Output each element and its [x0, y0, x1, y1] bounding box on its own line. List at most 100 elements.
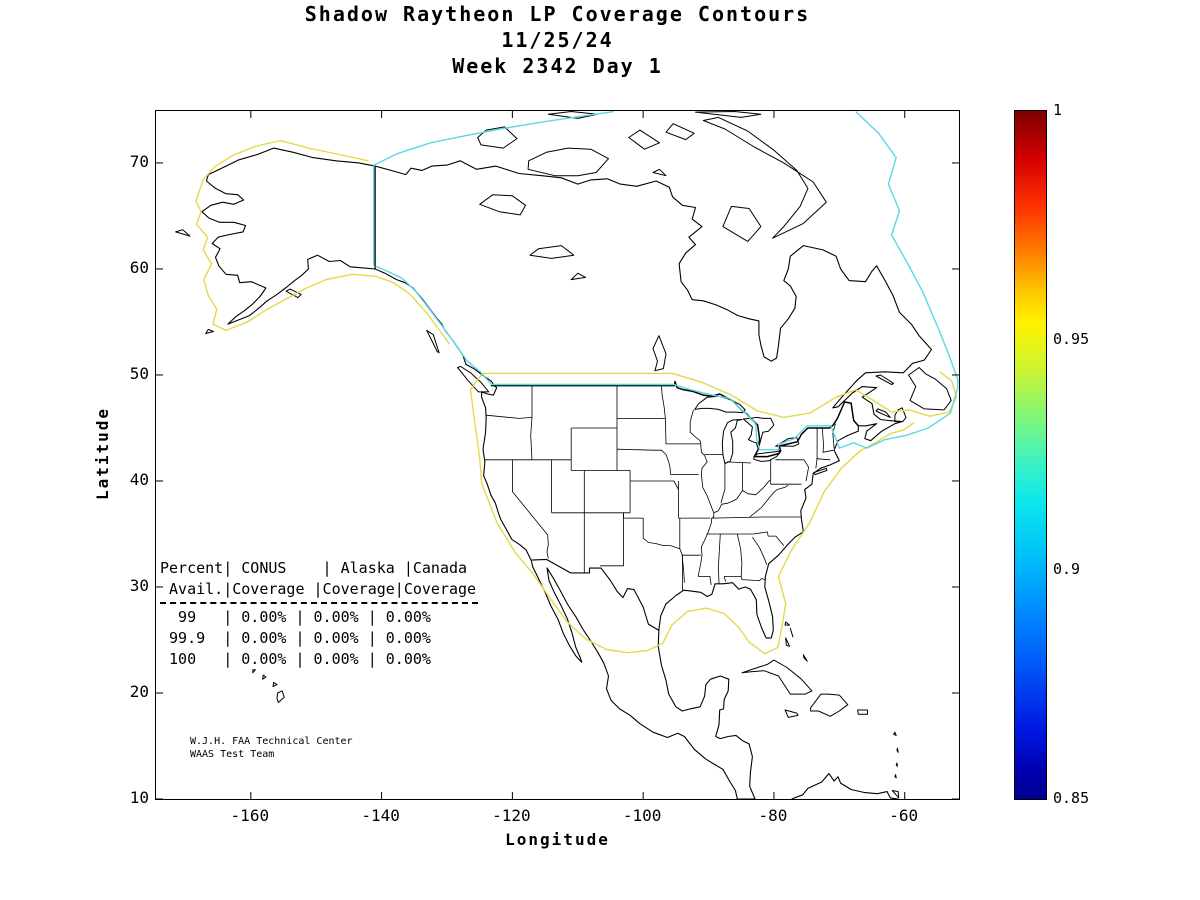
state-boundary	[713, 479, 771, 514]
state-boundary	[712, 516, 802, 519]
title-line-2: 11/25/24	[501, 28, 614, 52]
island-puerto-rico	[857, 709, 868, 715]
lake-winnipeg	[652, 335, 667, 372]
state-boundary	[720, 461, 726, 504]
island-hawaii	[262, 674, 267, 680]
state-boundary	[815, 428, 818, 469]
credit-line-1: W.J.H. FAA Technical Center	[190, 736, 353, 747]
colorbar-tick-label: 0.9	[1053, 559, 1081, 578]
lake-athabasca	[570, 272, 587, 281]
state-boundary	[698, 576, 712, 585]
state-boundary	[661, 385, 666, 419]
lake-great-bear	[479, 194, 526, 216]
credit-text: W.J.H. FAA Technical Center WAAS Test Te…	[190, 735, 353, 761]
island-king-william	[652, 168, 667, 177]
border-us-canada	[490, 380, 859, 458]
island-bahamas	[784, 621, 791, 626]
y-tick-label: 40	[129, 469, 149, 489]
state-boundary	[752, 536, 768, 565]
state-boundary	[724, 576, 765, 581]
coverage-table: Percent| CONUS | Alaska |Canada Avail.|C…	[160, 558, 478, 670]
x-tick-label: -160	[230, 806, 270, 825]
lp-contour-level-0.9	[373, 111, 614, 266]
island-cuba	[741, 659, 813, 695]
island-newfoundland	[908, 367, 952, 411]
state-boundary	[616, 448, 671, 475]
island-aleutian	[205, 328, 214, 335]
state-boundary	[600, 512, 624, 567]
colorbar-tick-label: 0.85	[1053, 789, 1090, 807]
island-hawaii	[276, 690, 285, 703]
x-tick-label: -80	[758, 806, 788, 825]
coastline-north-america	[201, 147, 933, 799]
state-boundary	[821, 427, 834, 453]
map-plot-area: Percent| CONUS | Alaska |Canada Avail.|C…	[155, 110, 960, 800]
island-prince-edward	[875, 408, 891, 418]
x-tick-label: -60	[889, 806, 919, 825]
lp-contour-level-0.9	[375, 111, 959, 451]
state-boundary	[665, 418, 667, 444]
lake-erie	[753, 450, 782, 462]
island-banks	[477, 126, 518, 149]
x-tick-label: -140	[361, 806, 400, 825]
island-antilles	[896, 747, 899, 753]
lp-contour-level-0.95	[195, 140, 451, 345]
lp-contour-level-0.95	[469, 372, 915, 655]
island-antilles	[895, 762, 898, 767]
state-boundary	[512, 459, 549, 559]
island-hawaii	[252, 669, 256, 674]
y-tick-label: 30	[129, 575, 149, 595]
y-tick-label: 50	[129, 363, 149, 383]
island-vancouver	[457, 366, 490, 393]
state-boundary	[726, 461, 752, 464]
table-row: 99 | 0.00% | 0.00% | 0.00%	[160, 608, 431, 626]
island-jamaica	[784, 709, 799, 718]
x-axis-label: Longitude	[505, 830, 610, 849]
island-devon	[695, 111, 762, 118]
state-boundary	[486, 414, 533, 419]
state-boundary	[623, 517, 680, 550]
lake-huron	[742, 416, 775, 450]
border-us-mexico	[531, 558, 660, 631]
table-divider	[160, 602, 478, 604]
island-hawaii	[272, 681, 278, 688]
island-prince-of-wales	[628, 129, 660, 150]
island-hispaniola	[810, 693, 849, 717]
state-boundary	[530, 417, 533, 460]
state-boundary	[736, 533, 743, 577]
coverage-table-header-1: Percent| CONUS | Alaska |Canada	[160, 559, 468, 577]
state-boundary	[753, 531, 785, 546]
island-antilles	[894, 774, 897, 779]
table-row: 99.9 | 0.00% | 0.00% | 0.00%	[160, 629, 431, 647]
credit-line-2: WAAS Test Team	[190, 749, 275, 760]
colorbar-tick-label: 0.95	[1053, 330, 1090, 349]
north-america-map	[156, 111, 959, 799]
x-tick-label: -120	[492, 806, 531, 825]
island-cape-breton	[894, 407, 907, 423]
lake-great-slave	[529, 245, 575, 259]
state-boundary	[832, 423, 836, 449]
island-trinidad	[891, 790, 900, 799]
title-line-3: Week 2342 Day 1	[452, 54, 663, 78]
island-victoria	[527, 147, 609, 177]
island-anticosti	[875, 374, 895, 385]
y-tick-label: 10	[129, 788, 149, 807]
state-boundary	[749, 484, 789, 518]
state-boundary	[689, 409, 715, 577]
colorbar-tick-label: 1	[1053, 101, 1063, 119]
state-boundary	[803, 459, 809, 482]
title-line-1: Shadow Raytheon LP Coverage Contours	[304, 2, 811, 26]
island-bahamas	[785, 637, 791, 647]
island-kodiak	[285, 288, 302, 299]
y-tick-label: 70	[129, 151, 149, 171]
state-boundary	[681, 555, 685, 583]
island-haida-gwaii	[426, 329, 440, 354]
island-antilles	[893, 731, 897, 736]
y-tick-label: 60	[129, 257, 149, 277]
island-bahamas	[789, 627, 794, 638]
state-boundary	[718, 533, 721, 584]
colorbar	[1014, 110, 1047, 800]
state-boundary	[723, 576, 726, 582]
lake-michigan	[721, 419, 743, 464]
